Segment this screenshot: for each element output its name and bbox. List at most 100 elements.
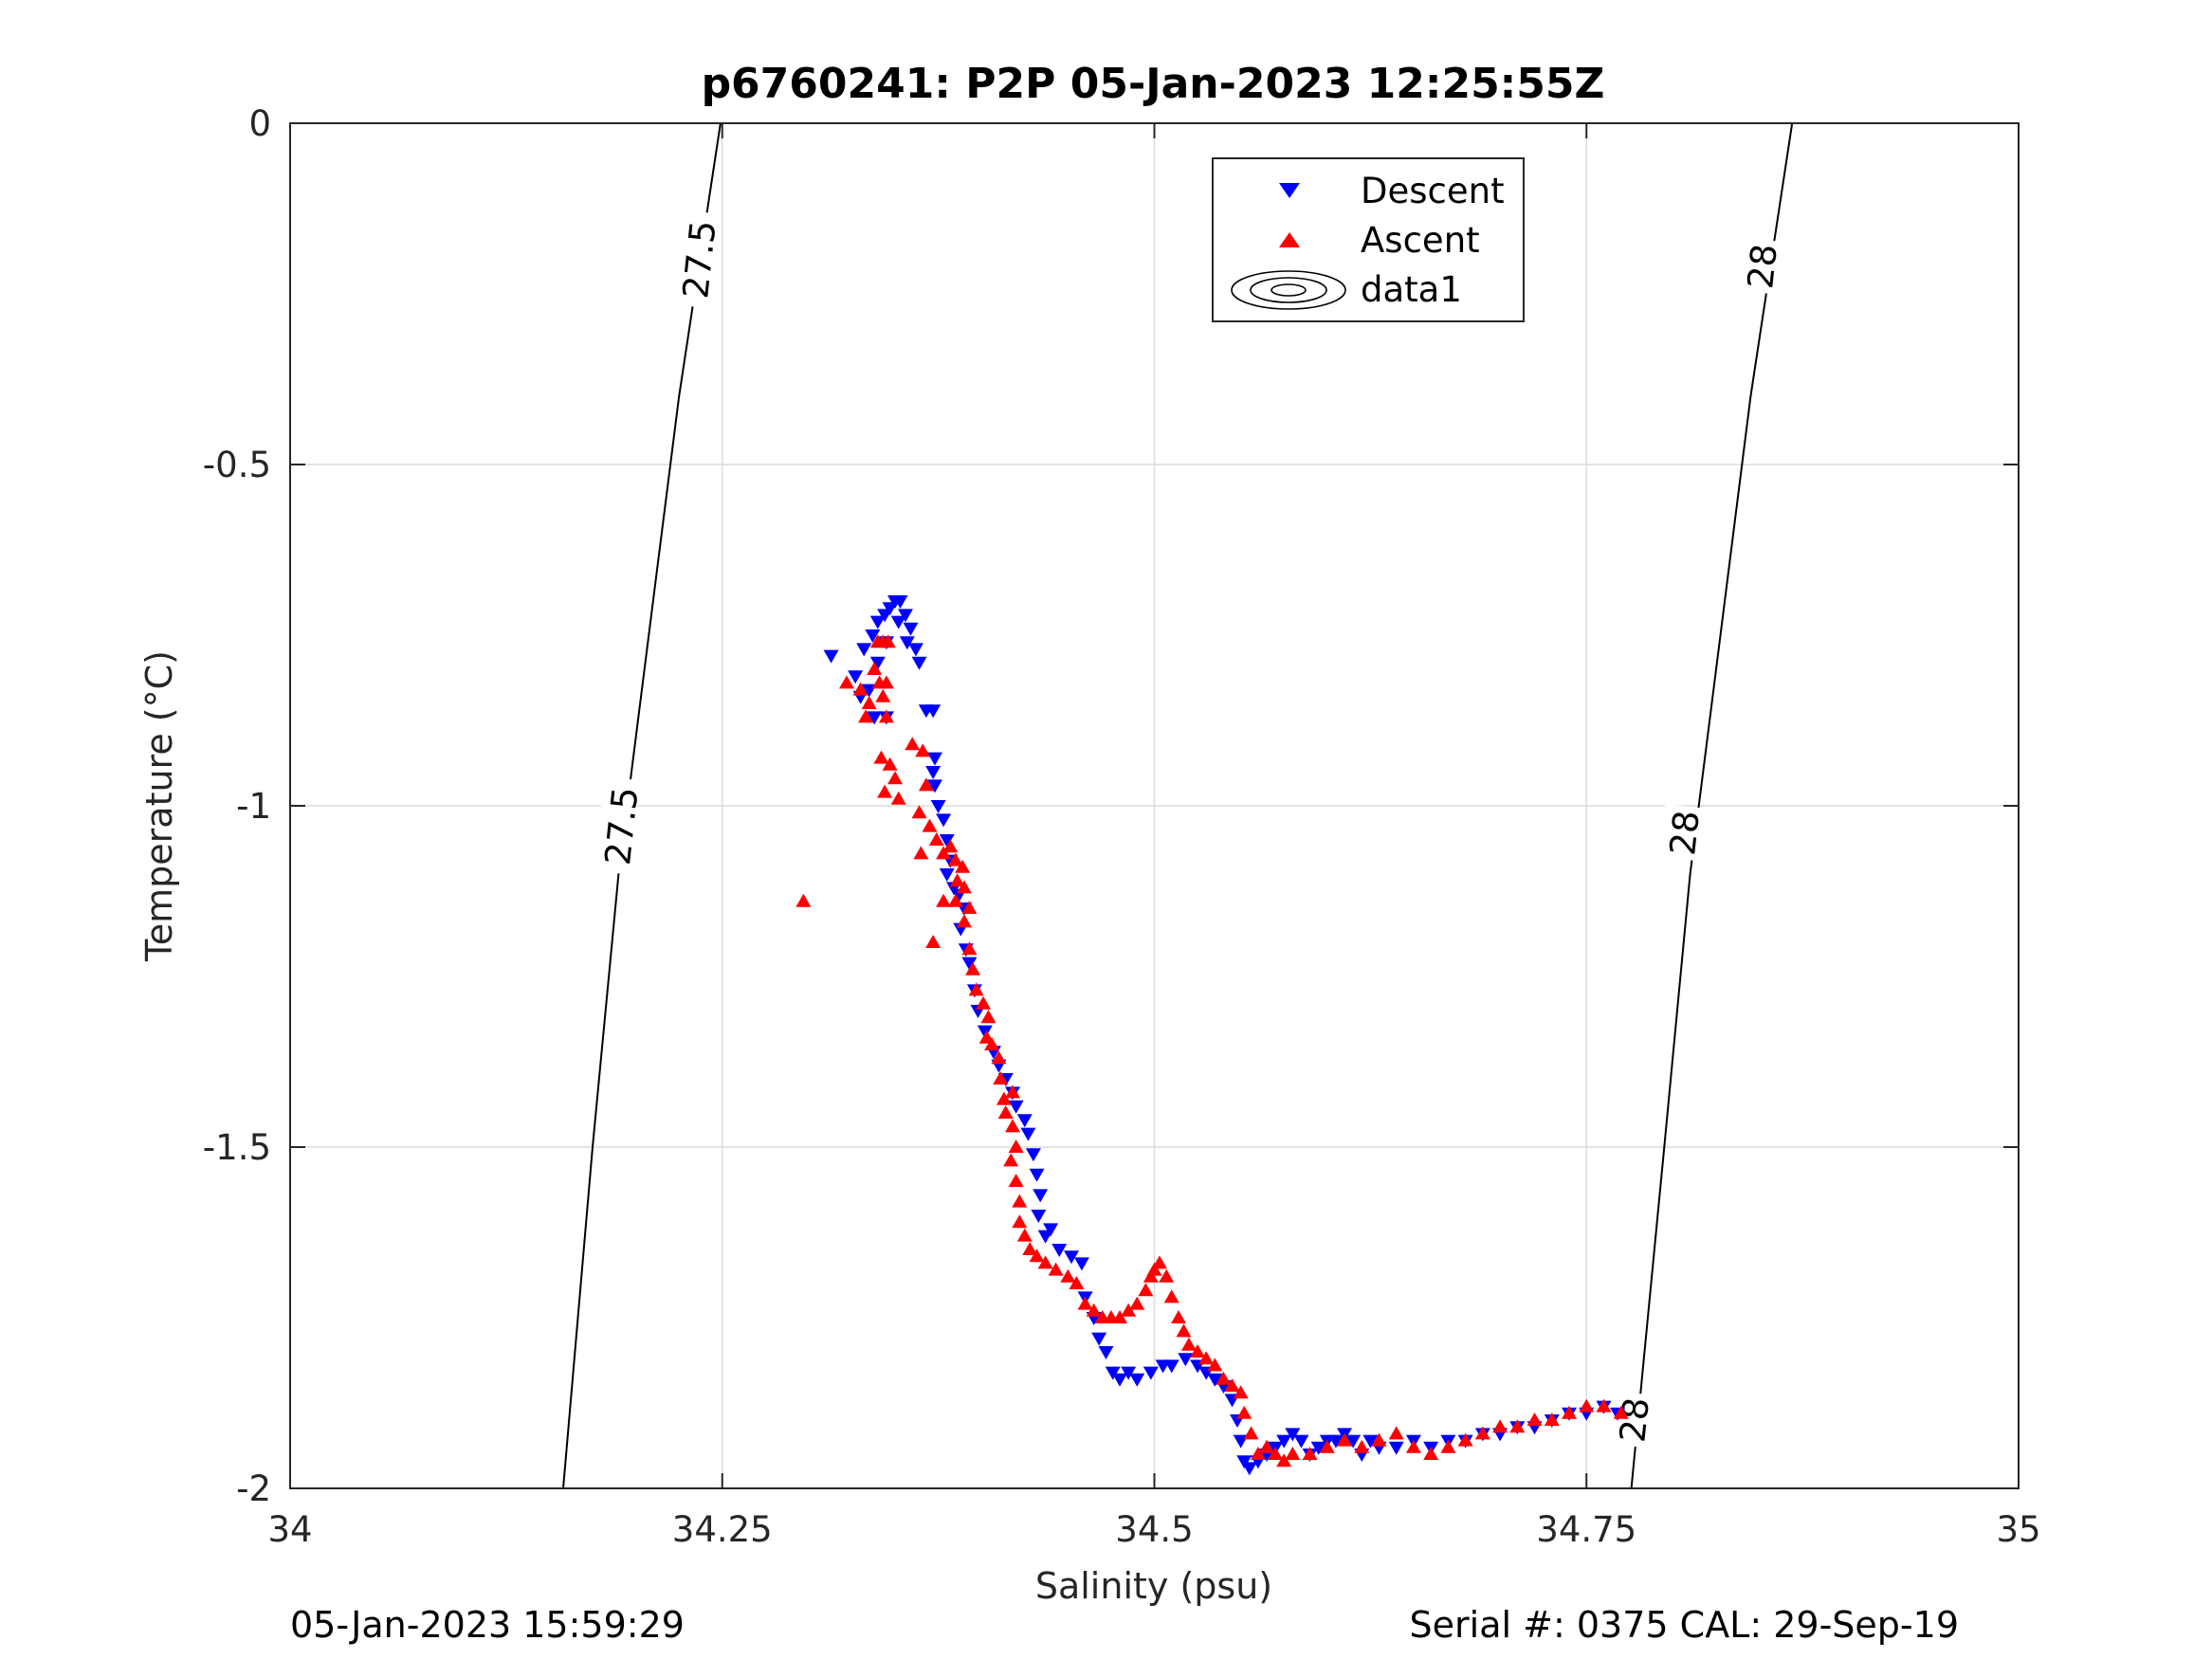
ascent-point — [1003, 1153, 1019, 1167]
x-tick-label: 34.5 — [1115, 1509, 1193, 1550]
descent-point — [1008, 1100, 1024, 1114]
descent-point — [911, 656, 927, 670]
ascent-point — [1060, 1268, 1076, 1283]
descent-point — [926, 779, 942, 793]
ascent-point — [993, 1071, 1009, 1085]
x-tick-label: 35 — [1996, 1509, 2040, 1550]
ascent-point — [1268, 1447, 1284, 1460]
ascent-point — [861, 696, 877, 709]
descent-point — [869, 656, 886, 670]
ascent-point — [980, 1010, 996, 1024]
ascent-point — [1276, 1453, 1292, 1468]
ascent-point — [913, 846, 929, 860]
contour-label-gap — [1609, 1391, 1651, 1449]
ascent-point — [1302, 1447, 1318, 1460]
ascent-point — [1207, 1358, 1223, 1372]
contour-label-gap — [594, 776, 640, 875]
legend-ascent-label: Ascent — [1361, 220, 1480, 261]
ascent-point — [1250, 1447, 1266, 1460]
ascent-point — [1029, 1249, 1045, 1263]
ascent-point — [1216, 1371, 1232, 1385]
ascent-point — [877, 784, 893, 798]
descent-point — [1276, 1434, 1292, 1449]
ascent-point — [991, 1050, 1007, 1065]
descent-point — [890, 615, 906, 629]
descent-point — [1112, 1373, 1128, 1387]
descent-point — [1016, 1114, 1033, 1128]
descent-point — [869, 615, 886, 629]
ascent-point — [1016, 1228, 1033, 1242]
ascent-point — [1143, 1268, 1159, 1283]
ascent-point — [1509, 1419, 1526, 1433]
ascent-point — [1151, 1255, 1167, 1269]
y-tick-label: -2 — [236, 1468, 271, 1509]
ascent-point — [956, 914, 972, 928]
footer-serial-cal: Serial #: 0375 CAL: 29-Sep-19 — [1410, 1604, 1959, 1646]
ascent-point — [925, 935, 941, 948]
ascent-point — [1008, 1139, 1024, 1153]
ascent-point — [1579, 1398, 1595, 1413]
ascent-point — [1371, 1432, 1387, 1447]
legend: Descent Ascent data1 — [1212, 157, 1525, 322]
ascent-point — [1069, 1276, 1085, 1289]
ascent-point — [1457, 1432, 1473, 1447]
ascent-point — [949, 873, 965, 887]
descent-point — [865, 629, 881, 643]
descent-point — [926, 752, 942, 766]
contour-label: 28 — [1609, 1391, 1657, 1449]
ascent-point — [1180, 1337, 1197, 1351]
ascent-point — [997, 1105, 1014, 1119]
ascent-point — [1048, 1262, 1064, 1276]
ascent-point — [976, 995, 992, 1010]
descent-point — [1293, 1434, 1309, 1449]
ascent-point — [984, 1037, 1000, 1050]
ascent-point — [878, 675, 894, 689]
ascent-point — [1112, 1310, 1128, 1323]
ascent-point — [858, 709, 874, 723]
ascent-point — [915, 743, 931, 757]
ascent-point — [1337, 1432, 1353, 1447]
descent-point — [939, 834, 955, 848]
contour-label-text: 27.5 — [597, 785, 646, 866]
ascent-point — [1526, 1413, 1543, 1426]
descent-point — [961, 957, 978, 971]
x-tick-label: 34.25 — [672, 1509, 773, 1550]
descent-point — [936, 813, 952, 828]
descent-point — [823, 649, 839, 664]
legend-ascent-marker — [1279, 232, 1300, 247]
ascent-point — [961, 941, 978, 956]
descent-point — [1063, 1250, 1079, 1265]
ascent-point — [1423, 1447, 1439, 1460]
ascent-point — [852, 682, 868, 696]
ascent-point — [1077, 1296, 1093, 1310]
descent-point — [899, 636, 915, 650]
ascent-point — [1190, 1344, 1206, 1358]
ascent-point — [955, 859, 971, 873]
ascent-point — [1121, 1303, 1137, 1317]
ascent-point — [942, 839, 959, 853]
contour-label: 28 — [1737, 237, 1785, 295]
ascent-point — [947, 893, 963, 907]
y-axis-label: Temperature (°C) — [138, 650, 180, 962]
descent-point — [867, 711, 883, 725]
ascent-point — [1440, 1439, 1456, 1453]
ascent-point — [1285, 1447, 1301, 1460]
descent-point — [1236, 1455, 1252, 1469]
y-tick-label: 0 — [248, 103, 271, 144]
ascent-point — [1405, 1439, 1421, 1453]
ascent-point — [880, 634, 896, 648]
ascent-point — [1198, 1351, 1215, 1365]
ascent-point — [1236, 1405, 1252, 1419]
contour-label-text: 28 — [1662, 809, 1708, 857]
descent-point — [1143, 1366, 1159, 1380]
ascent-point — [882, 757, 898, 771]
ascent-point — [965, 961, 981, 975]
ascent-point — [1224, 1378, 1240, 1392]
contour-label-text: 28 — [1612, 1395, 1657, 1444]
ascent-point — [1474, 1426, 1490, 1440]
descent-point — [1388, 1441, 1404, 1455]
contour-label-text: 28 — [1740, 242, 1785, 290]
ascent-point — [1319, 1439, 1335, 1453]
ascent-point — [1596, 1398, 1612, 1413]
contour-label: 28 — [1659, 804, 1708, 861]
